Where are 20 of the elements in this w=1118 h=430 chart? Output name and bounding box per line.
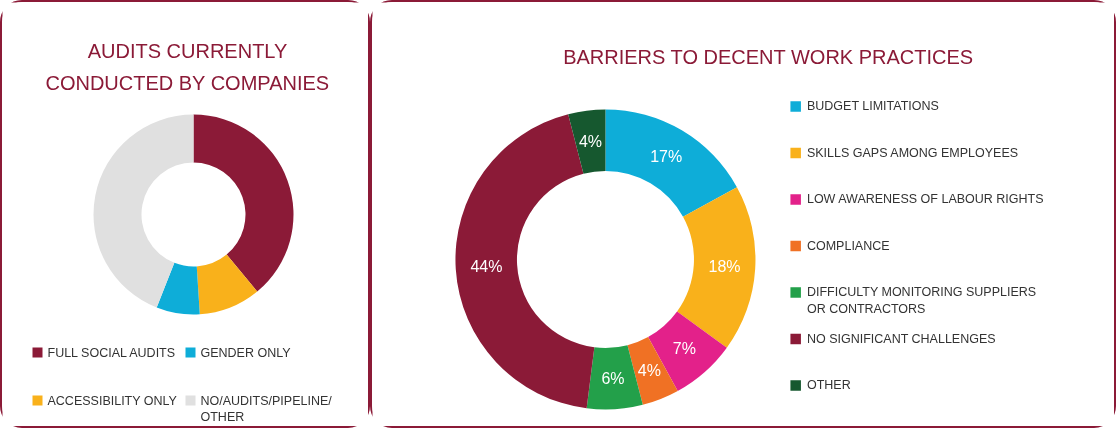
- legend-label: GENDER ONLY: [200, 345, 292, 360]
- data-label: 17%: [650, 148, 683, 166]
- data-label: 4%: [578, 132, 603, 150]
- data-label: 6%: [601, 370, 625, 388]
- legend-label: BUDGET LIMITATIONS: [806, 99, 939, 114]
- data-label: 7%: [672, 340, 696, 358]
- legend-label: NO/AUDITS/PIPELINE/OTHER: [200, 393, 333, 424]
- legend-label: OTHER: [806, 378, 851, 393]
- chart-title: AUDITS CURRENTLY CONDUCTED BY COMPANIES: [45, 39, 330, 94]
- legend-label: SKILLS GAPS AMONG EMPLOYEES: [806, 145, 1019, 160]
- data-label: 18%: [708, 258, 741, 276]
- legend-label: ACCESSIBILITY ONLY: [47, 393, 178, 408]
- data-label: 4%: [637, 361, 661, 379]
- legend-label: FULL SOCIAL AUDITS: [47, 345, 176, 360]
- data-label: 44%: [470, 258, 503, 276]
- legend-label: COMPLIANCE: [806, 238, 890, 253]
- legend-label: LOW AWARENESS OF LABOUR RIGHTS: [806, 192, 1044, 207]
- legend-label: DIFFICULTY MONITORING SUPPLIERS OR CONTRACTORS: [806, 285, 1037, 316]
- legend-label: NO SIGNIFICANT CHALLENGES: [806, 331, 996, 346]
- chart-title: BARRIERS TO DECENT WORK PRACTICES: [563, 46, 974, 69]
